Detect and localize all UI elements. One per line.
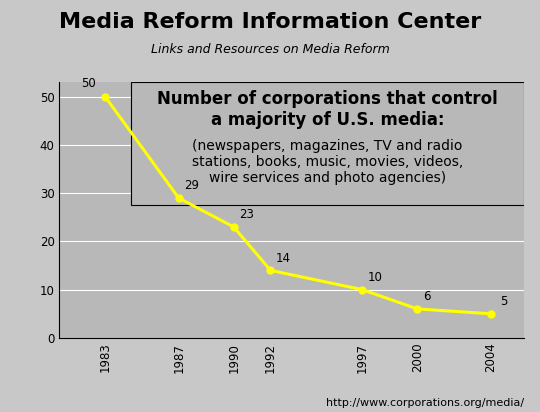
Text: Links and Resources on Media Reform: Links and Resources on Media Reform (151, 43, 389, 56)
Text: Number of corporations that control
a majority of U.S. media:: Number of corporations that control a ma… (157, 90, 498, 129)
Text: 14: 14 (276, 252, 291, 265)
Text: Media Reform Information Center: Media Reform Information Center (59, 12, 481, 33)
Text: 29: 29 (184, 179, 199, 192)
Text: 50: 50 (82, 77, 96, 90)
Text: 5: 5 (500, 295, 507, 308)
FancyBboxPatch shape (131, 82, 524, 205)
Text: 6: 6 (423, 290, 430, 303)
Text: (newspapers, magazines, TV and radio
stations, books, music, movies, videos,
wir: (newspapers, magazines, TV and radio sta… (192, 138, 463, 185)
Text: 23: 23 (239, 208, 254, 221)
Text: http://www.corporations.org/media/: http://www.corporations.org/media/ (326, 398, 524, 408)
Text: 10: 10 (368, 271, 383, 284)
